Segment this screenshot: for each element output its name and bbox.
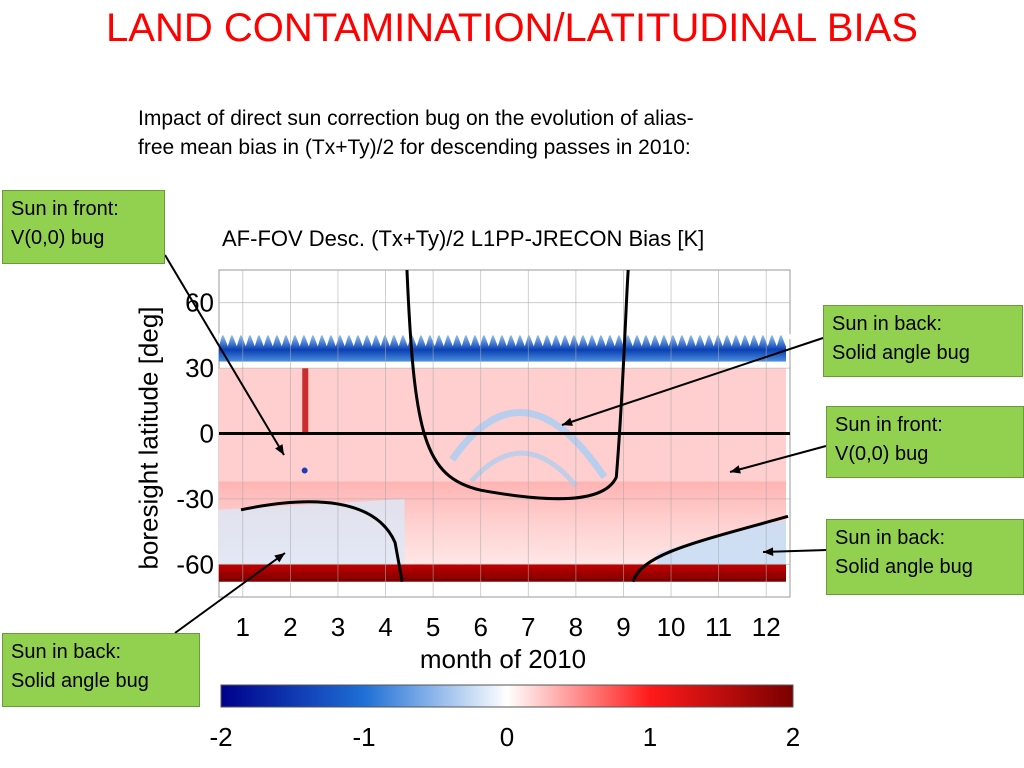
dark-red-streak bbox=[302, 368, 309, 434]
callout-arrow-head bbox=[730, 465, 741, 474]
x-tick-label: 10 bbox=[657, 612, 686, 642]
overlay-curves bbox=[219, 269, 790, 583]
overlay-curve-upper bbox=[405, 269, 630, 501]
blue-arc bbox=[449, 409, 608, 480]
colorbar-gradient bbox=[220, 684, 794, 708]
y-tick-label: -30 bbox=[176, 484, 214, 514]
callout-sun-back-bottom-left: Sun in back: Solid angle bug bbox=[2, 633, 200, 707]
heatmap-band bbox=[218, 564, 786, 582]
callout-sun-back-bottom-right: Sun in back: Solid angle bug bbox=[826, 519, 1024, 595]
callout-line-2: Solid angle bug bbox=[11, 670, 149, 692]
callout-line-1: Sun in front: bbox=[11, 198, 119, 220]
blue-region bbox=[656, 520, 786, 565]
overlay-curve-lower-left bbox=[240, 500, 404, 583]
blue-spot bbox=[301, 467, 308, 474]
callout-arrow-line bbox=[762, 549, 828, 553]
callout-line-1: Sun in back: bbox=[11, 641, 122, 663]
callout-line-1: Sun in back: bbox=[832, 313, 943, 335]
callout-line-2: V(0,0) bug bbox=[11, 227, 105, 249]
callout-arrow-head bbox=[274, 553, 285, 563]
blue-region bbox=[218, 498, 405, 565]
x-tick-label: 11 bbox=[705, 612, 732, 642]
x-axis-label: month of 2010 bbox=[419, 644, 587, 674]
x-tick-label: 9 bbox=[616, 612, 630, 642]
x-tick-label: 7 bbox=[521, 612, 535, 642]
overlay-curve-lower-right bbox=[631, 514, 789, 583]
slide-subtitle: Impact of direct sun correction bug on t… bbox=[138, 104, 838, 162]
callout-arrow-head bbox=[763, 547, 774, 556]
jagged-top-edge bbox=[218, 333, 795, 347]
colorbar-tick-label: -2 bbox=[209, 722, 232, 752]
callout-line-1: Sun in back: bbox=[835, 527, 946, 549]
colorbar: -2 -1 0 1 2 bbox=[209, 684, 800, 752]
x-tick-label: 5 bbox=[426, 612, 440, 642]
x-tick-label: 8 bbox=[569, 612, 583, 642]
chart-title: AF-FOV Desc. (Tx+Ty)/2 L1PP-JRECON Bias … bbox=[222, 226, 705, 251]
callout-arrow-head bbox=[562, 417, 573, 426]
callout-sun-front-left: Sun in front: V(0,0) bug bbox=[2, 190, 165, 264]
callout-line-1: Sun in front: bbox=[835, 414, 943, 436]
subtitle-line-2: free mean bias in (Tx+Ty)/2 for descendi… bbox=[138, 136, 691, 159]
callout-sun-back-top-right: Sun in back: Solid angle bug bbox=[823, 305, 1023, 377]
colorbar-tick-label: 1 bbox=[643, 722, 657, 752]
callout-arrows bbox=[164, 254, 828, 634]
callout-arrow-head bbox=[275, 444, 284, 455]
x-tick-label: 3 bbox=[331, 612, 345, 642]
x-tick-label: 2 bbox=[283, 612, 297, 642]
x-tick-label: 1 bbox=[236, 612, 250, 642]
heatmap-band bbox=[218, 368, 786, 482]
y-axis-label: boresight latitude [deg] bbox=[133, 306, 164, 570]
callout-arrow-line bbox=[561, 337, 824, 426]
y-tick-label: -60 bbox=[176, 549, 214, 579]
heatmap-band bbox=[218, 335, 786, 362]
slide-title: LAND CONTAMINATION/LATITUDINAL BIAS bbox=[106, 6, 918, 50]
colorbar-tick-label: 2 bbox=[786, 722, 800, 752]
callout-line-2: V(0,0) bug bbox=[835, 443, 929, 465]
colorbar-tick-label: 0 bbox=[500, 722, 514, 752]
y-tick-label: 30 bbox=[185, 353, 214, 383]
callout-line-2: Solid angle bug bbox=[832, 342, 970, 364]
subtitle-line-1: Impact of direct sun correction bug on t… bbox=[138, 107, 694, 130]
x-tick-label: 6 bbox=[473, 612, 487, 642]
callout-line-2: Solid angle bug bbox=[835, 556, 973, 578]
x-tick-label: 12 bbox=[752, 612, 781, 642]
blue-arc bbox=[469, 450, 578, 488]
callout-sun-front-right: Sun in front: V(0,0) bug bbox=[826, 406, 1024, 478]
colorbar-tick-label: -1 bbox=[352, 722, 375, 752]
y-tick-label: 0 bbox=[200, 419, 214, 449]
callout-arrow-line bbox=[164, 254, 285, 456]
x-tick-label: 4 bbox=[378, 612, 392, 642]
callout-arrow-line bbox=[729, 445, 827, 473]
callout-arrow-line bbox=[174, 552, 286, 634]
